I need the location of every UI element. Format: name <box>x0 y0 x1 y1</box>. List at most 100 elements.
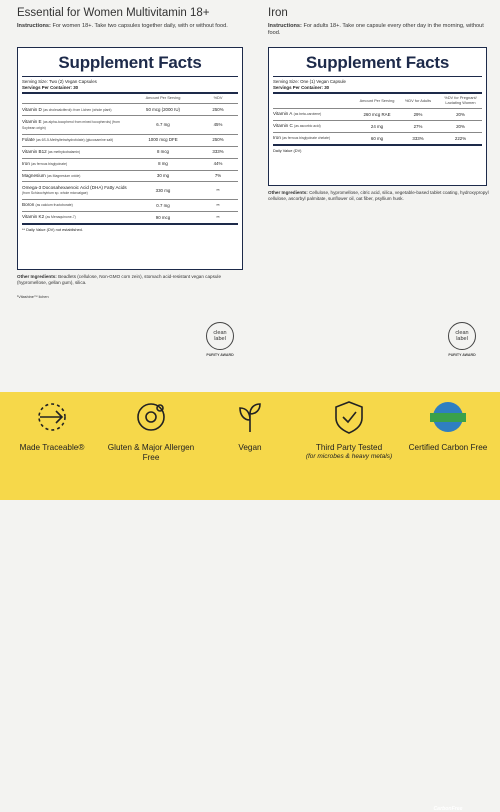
nutrient-row: Iron (as ferrous bisglycinate) 8 mg 44% <box>22 159 238 171</box>
serving-size: Serving Size: One (1) Vegan Capsule <box>273 79 346 84</box>
amount: 260 mcg RAE <box>363 111 391 117</box>
column-header: Amount Per Serving %DV for Adults %DV for … <box>273 94 482 109</box>
nutrient-source: (as 6S-5-Methyltetrahydrofolate) (glucos… <box>36 137 114 142</box>
amount: 0.7 mg <box>156 202 170 208</box>
nutrient-name: Folate <box>22 136 35 142</box>
daily-value-pregnant: 20% <box>456 123 465 129</box>
instructions-label: Instructions: <box>268 23 302 29</box>
nutrient-source: (as ferrous bisglycinate) <box>31 161 68 166</box>
nutrient-name: Vitamin A <box>273 111 293 117</box>
daily-value: ** <box>216 202 220 208</box>
nutrient-row: Magnesium (as Magnesium oxide) 30 mg 7% <box>22 171 238 183</box>
feature: Gluten & Major Allergen Free <box>103 443 199 463</box>
facts-heading: Supplement Facts <box>22 51 238 77</box>
instructions-label: Instructions: <box>17 23 51 29</box>
nutrient-name-cell: Magnesium (as Magnesium oxide) <box>22 173 130 179</box>
nutrient-row: Omega-3 Docosahexaenoic Acid (DHA) Fatty… <box>22 182 238 200</box>
other-label: Other Ingredients: <box>268 190 308 195</box>
servings-per-container: Servings Per Container: 30 <box>273 84 330 90</box>
nutrient-name: Boron <box>22 202 35 208</box>
nutrient-source: (as Menaquinone-7) <box>45 215 76 220</box>
facts-footnote: ** Daily Value (DV) not established. <box>22 226 83 232</box>
nutrient-name-cell: Iron (as ferrous bisglycinate) <box>22 161 130 167</box>
badge-line: label <box>214 336 226 342</box>
nutrient-source: (as calcium fructoborate) <box>35 203 73 208</box>
nutrient-name-cell: Vitamin B12 (as methylcobalamin) <box>22 149 130 155</box>
nutrient-name-cell: Iron (as ferrous bisglycinate chelate) <box>273 135 355 141</box>
nutrient-name-cell: Vitamin C (as ascorbic acid) <box>273 123 355 129</box>
feature-note: (for microbes & heavy metals) <box>305 453 393 460</box>
feature-label: Made Traceable® <box>19 443 85 452</box>
daily-value: 250% <box>212 107 224 113</box>
facts-heading: Supplement Facts <box>273 51 482 77</box>
daily-value: 7% <box>214 173 222 179</box>
badge-line: clean <box>213 330 227 336</box>
other-text: Beadlets (cellulose, Non-GMO corn zein),… <box>17 274 222 285</box>
feature-band: CarbonFree <box>0 392 500 812</box>
amount: 60 mg <box>370 135 384 141</box>
instructions-text: For women 18+. Take two capsules togethe… <box>52 23 228 29</box>
daily-value-pregnant: 222% <box>454 135 467 141</box>
feature-label: Vegan <box>238 443 262 452</box>
nutrient-name-cell: Omega-3 Docosahexaenoic Acid (DHA) Fatty… <box>22 185 130 196</box>
amount: 30 mg <box>156 173 170 179</box>
other-label: Other Ingredients: <box>17 274 57 279</box>
facts-box: Supplement Facts Serving Size: One (1) Ve… <box>268 47 487 186</box>
feature: Vegan <box>202 443 298 453</box>
instructions: Instructions: For women 18+. Take two ca… <box>17 23 248 30</box>
daily-value: 333% <box>412 135 424 141</box>
daily-value-pregnant: 20% <box>456 111 465 117</box>
nutrient-source: (as methylcobalamin) <box>47 149 81 154</box>
daily-value: 333% <box>212 149 224 155</box>
carbonfree-logo-text: CarbonFree <box>433 806 463 812</box>
source-note: ¹Vitashine™ lichen <box>17 295 49 299</box>
badge-award: PURITY AWARD <box>448 353 476 357</box>
traceable-icon <box>38 403 66 431</box>
nutrient-source: (as Magnesium oxide) <box>46 173 81 178</box>
nutrient-source: (from Schizochytrium sp. whole microalga… <box>22 191 88 196</box>
facts-footnote: Daily Value (DV) <box>273 147 302 153</box>
nutrient-row: Vitamin K2 (as Menaquinone-7) 90 mcg ** <box>22 212 238 225</box>
vegan-icon <box>239 403 261 432</box>
amount: 1000 mcg DFE <box>148 137 178 143</box>
other-text: Cellulose, hypromellose, citric acid, si… <box>268 190 489 201</box>
feature-label: Third Party Tested <box>315 443 383 452</box>
nutrient-row: Boron (as calcium fructoborate) 0.7 mg ** <box>22 200 238 212</box>
instructions: Instructions: For adults 18+. Take one c… <box>268 23 492 37</box>
column-label: Amount Per Serving <box>145 95 181 101</box>
facts-box: Supplement Facts Serving Size: Two (2) Ve… <box>17 47 243 270</box>
badge-line: clean <box>455 330 469 336</box>
other-ingredients: Other Ingredients: Beadlets (cellulose, … <box>17 274 248 286</box>
nutrient-row: Vitamin B12 (as methylcobalamin) 8 mcg 333… <box>22 147 238 159</box>
column-label: %DV for Pregnant/ Lactating Women <box>444 95 477 105</box>
nutrient-row: Folate (as 6S-5-Methyltetrahydrofolate) … <box>22 135 238 147</box>
amount: 90 mcg <box>155 214 171 220</box>
nutrient-row: Vitamin D (as cholecalciferol)¹ from Lic… <box>22 104 238 117</box>
amount: 8 mcg <box>157 149 169 155</box>
allergen-icon <box>137 403 165 431</box>
nutrient-name-cell: Boron (as calcium fructoborate) <box>22 202 130 208</box>
column-label: %DV <box>213 95 223 101</box>
badge-award: PURITY AWARD <box>206 353 234 357</box>
nutrient-source: (as beta-carotene) <box>293 112 322 117</box>
product-title: Iron <box>268 7 288 19</box>
feature-icons <box>38 401 466 434</box>
amount: 6.7 mg <box>156 122 170 128</box>
carbonfree-logo <box>430 402 466 432</box>
page: {"left":{"title":"Essential for Women Mu… <box>0 7 500 812</box>
daily-value: 27% <box>413 123 423 129</box>
nutrient-name: Vitamin E <box>22 118 42 124</box>
nutrient-name: Iron <box>273 135 281 141</box>
nutrient-source: (as alpha-tocopherol from mixed tocopher… <box>22 119 120 130</box>
nutrient-name-cell: Vitamin K2 (as Menaquinone-7) <box>22 214 130 220</box>
nutrient-source: (as ascorbic acid) <box>294 124 321 129</box>
servings-per-container: Servings Per Container: 30 <box>22 84 79 90</box>
nutrient-name-cell: Vitamin D (as cholecalciferol)¹ from Lic… <box>22 107 130 113</box>
daily-value: ** <box>216 187 220 193</box>
other-ingredients: Other Ingredients: Cellulose, hypromello… <box>268 190 492 202</box>
instructions-text: For adults 18+. Take one capsule every o… <box>268 23 484 36</box>
column-header: Amount Per Serving %DV <box>22 94 238 105</box>
daily-value: 44% <box>213 161 223 167</box>
nutrient-row: Vitamin E (as alpha-tocopherol from mixe… <box>22 116 238 135</box>
daily-value: ** <box>216 214 220 220</box>
